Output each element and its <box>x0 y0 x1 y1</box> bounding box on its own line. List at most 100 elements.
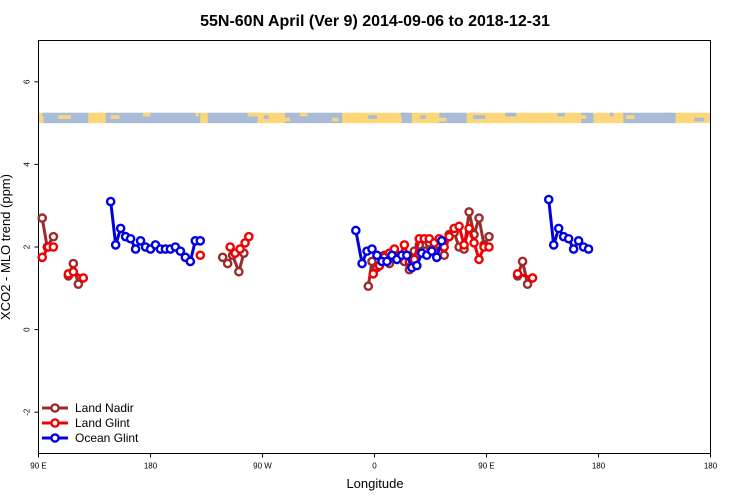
map-band-patch <box>179 117 190 122</box>
data-point <box>68 258 79 269</box>
map-band-patch <box>211 115 221 119</box>
data-point <box>195 250 206 261</box>
x-tick-label: 180 <box>704 462 718 471</box>
series-layer <box>37 194 594 292</box>
map-band-patch <box>159 115 172 119</box>
data-point <box>517 256 528 267</box>
data-point <box>459 240 469 250</box>
data-point <box>48 231 59 242</box>
map-band-patch <box>352 112 356 117</box>
data-point <box>78 273 89 283</box>
legend-swatch-marker <box>50 418 60 428</box>
data-point <box>351 225 361 236</box>
x-tick-label: 90 E <box>478 462 494 471</box>
map-band-patch <box>74 117 81 122</box>
map-band-ocean <box>581 112 594 124</box>
data-point <box>474 254 484 265</box>
x-axis-label: Longitude <box>346 476 403 491</box>
map-band-patch <box>609 112 614 117</box>
map-band-patch <box>557 112 565 117</box>
y-tick-label: 0 <box>23 327 32 332</box>
legend-label: Land Glint <box>75 416 130 430</box>
data-point <box>484 242 494 252</box>
data-point <box>37 252 48 263</box>
map-band <box>38 112 711 124</box>
data-point <box>225 242 235 252</box>
data-point <box>110 240 121 250</box>
data-point <box>185 256 196 267</box>
x-axis: 90 E 180 90 W 0 90 E 180 180 <box>30 453 718 471</box>
data-point <box>412 260 422 271</box>
data-point <box>130 244 141 254</box>
data-point <box>431 252 442 263</box>
y-tick-label: -2 <box>23 408 32 416</box>
legend-swatch-marker <box>50 403 60 413</box>
map-band-patch <box>400 112 409 117</box>
map-band-patch <box>472 115 486 119</box>
data-point <box>426 246 437 256</box>
map-band-patch <box>332 117 339 122</box>
data-point <box>382 256 392 267</box>
data-point <box>372 250 382 261</box>
legend-swatch-marker <box>50 433 60 443</box>
data-point <box>37 213 48 223</box>
map-band-ocean <box>284 112 343 124</box>
data-point <box>474 213 484 223</box>
data-point <box>583 244 594 254</box>
map-band-patch <box>316 115 329 119</box>
y-axis: -2 0 2 4 6 <box>23 79 39 416</box>
data-point <box>48 242 59 252</box>
data-point <box>464 223 474 234</box>
map-band-patch <box>110 115 120 119</box>
data-point <box>573 236 584 246</box>
data-point <box>217 252 228 263</box>
x-tick-label: 90 E <box>30 462 46 471</box>
map-band-patch <box>420 115 426 119</box>
data-point <box>399 240 410 250</box>
map-band-patch <box>678 115 684 119</box>
data-point <box>527 273 538 283</box>
series-ocean-glint <box>105 194 594 273</box>
x-tick-label: 0 <box>372 462 377 471</box>
map-band-patch <box>42 112 50 117</box>
chart-title: 55N-60N April (Ver 9) 2014-09-06 to 2018… <box>200 13 550 30</box>
data-point <box>568 244 579 254</box>
legend-label: Ocean Glint <box>75 431 139 445</box>
data-point <box>553 223 564 234</box>
map-band-patch <box>505 112 517 117</box>
data-point <box>484 231 494 242</box>
map-band-patch <box>436 117 447 122</box>
map-band-patch <box>38 112 43 117</box>
data-point <box>402 250 412 261</box>
data-point <box>512 269 523 279</box>
map-band-patch <box>541 117 555 122</box>
map-band-ocean <box>439 112 467 124</box>
map-band-patch <box>231 117 238 122</box>
y-axis-label: XCO2 - MLO trend (ppm) <box>0 174 13 320</box>
data-point <box>195 236 206 246</box>
data-point <box>464 207 474 217</box>
map-band-patch <box>642 117 656 122</box>
data-point <box>444 231 454 242</box>
data-point <box>222 258 233 269</box>
data-point <box>563 233 574 244</box>
data-point <box>125 233 136 244</box>
map-band-patch <box>368 115 377 119</box>
data-point <box>522 279 533 289</box>
map-band-patch <box>488 117 496 122</box>
x-tick-label: 90 W <box>253 462 272 471</box>
map-band-patch <box>279 117 290 122</box>
map-band-patch <box>247 112 259 117</box>
map-band-patch <box>694 117 705 122</box>
data-point <box>175 246 186 256</box>
data-point <box>68 266 79 277</box>
map-band-patch <box>299 112 308 117</box>
map-band-patch <box>661 112 674 117</box>
data-point <box>548 240 559 250</box>
y-tick-label: 2 <box>23 244 32 249</box>
data-point <box>439 250 449 261</box>
legend-label: Land Nadir <box>75 401 134 415</box>
legend-item: Ocean Glint <box>42 431 139 445</box>
map-band-patch <box>573 115 587 119</box>
